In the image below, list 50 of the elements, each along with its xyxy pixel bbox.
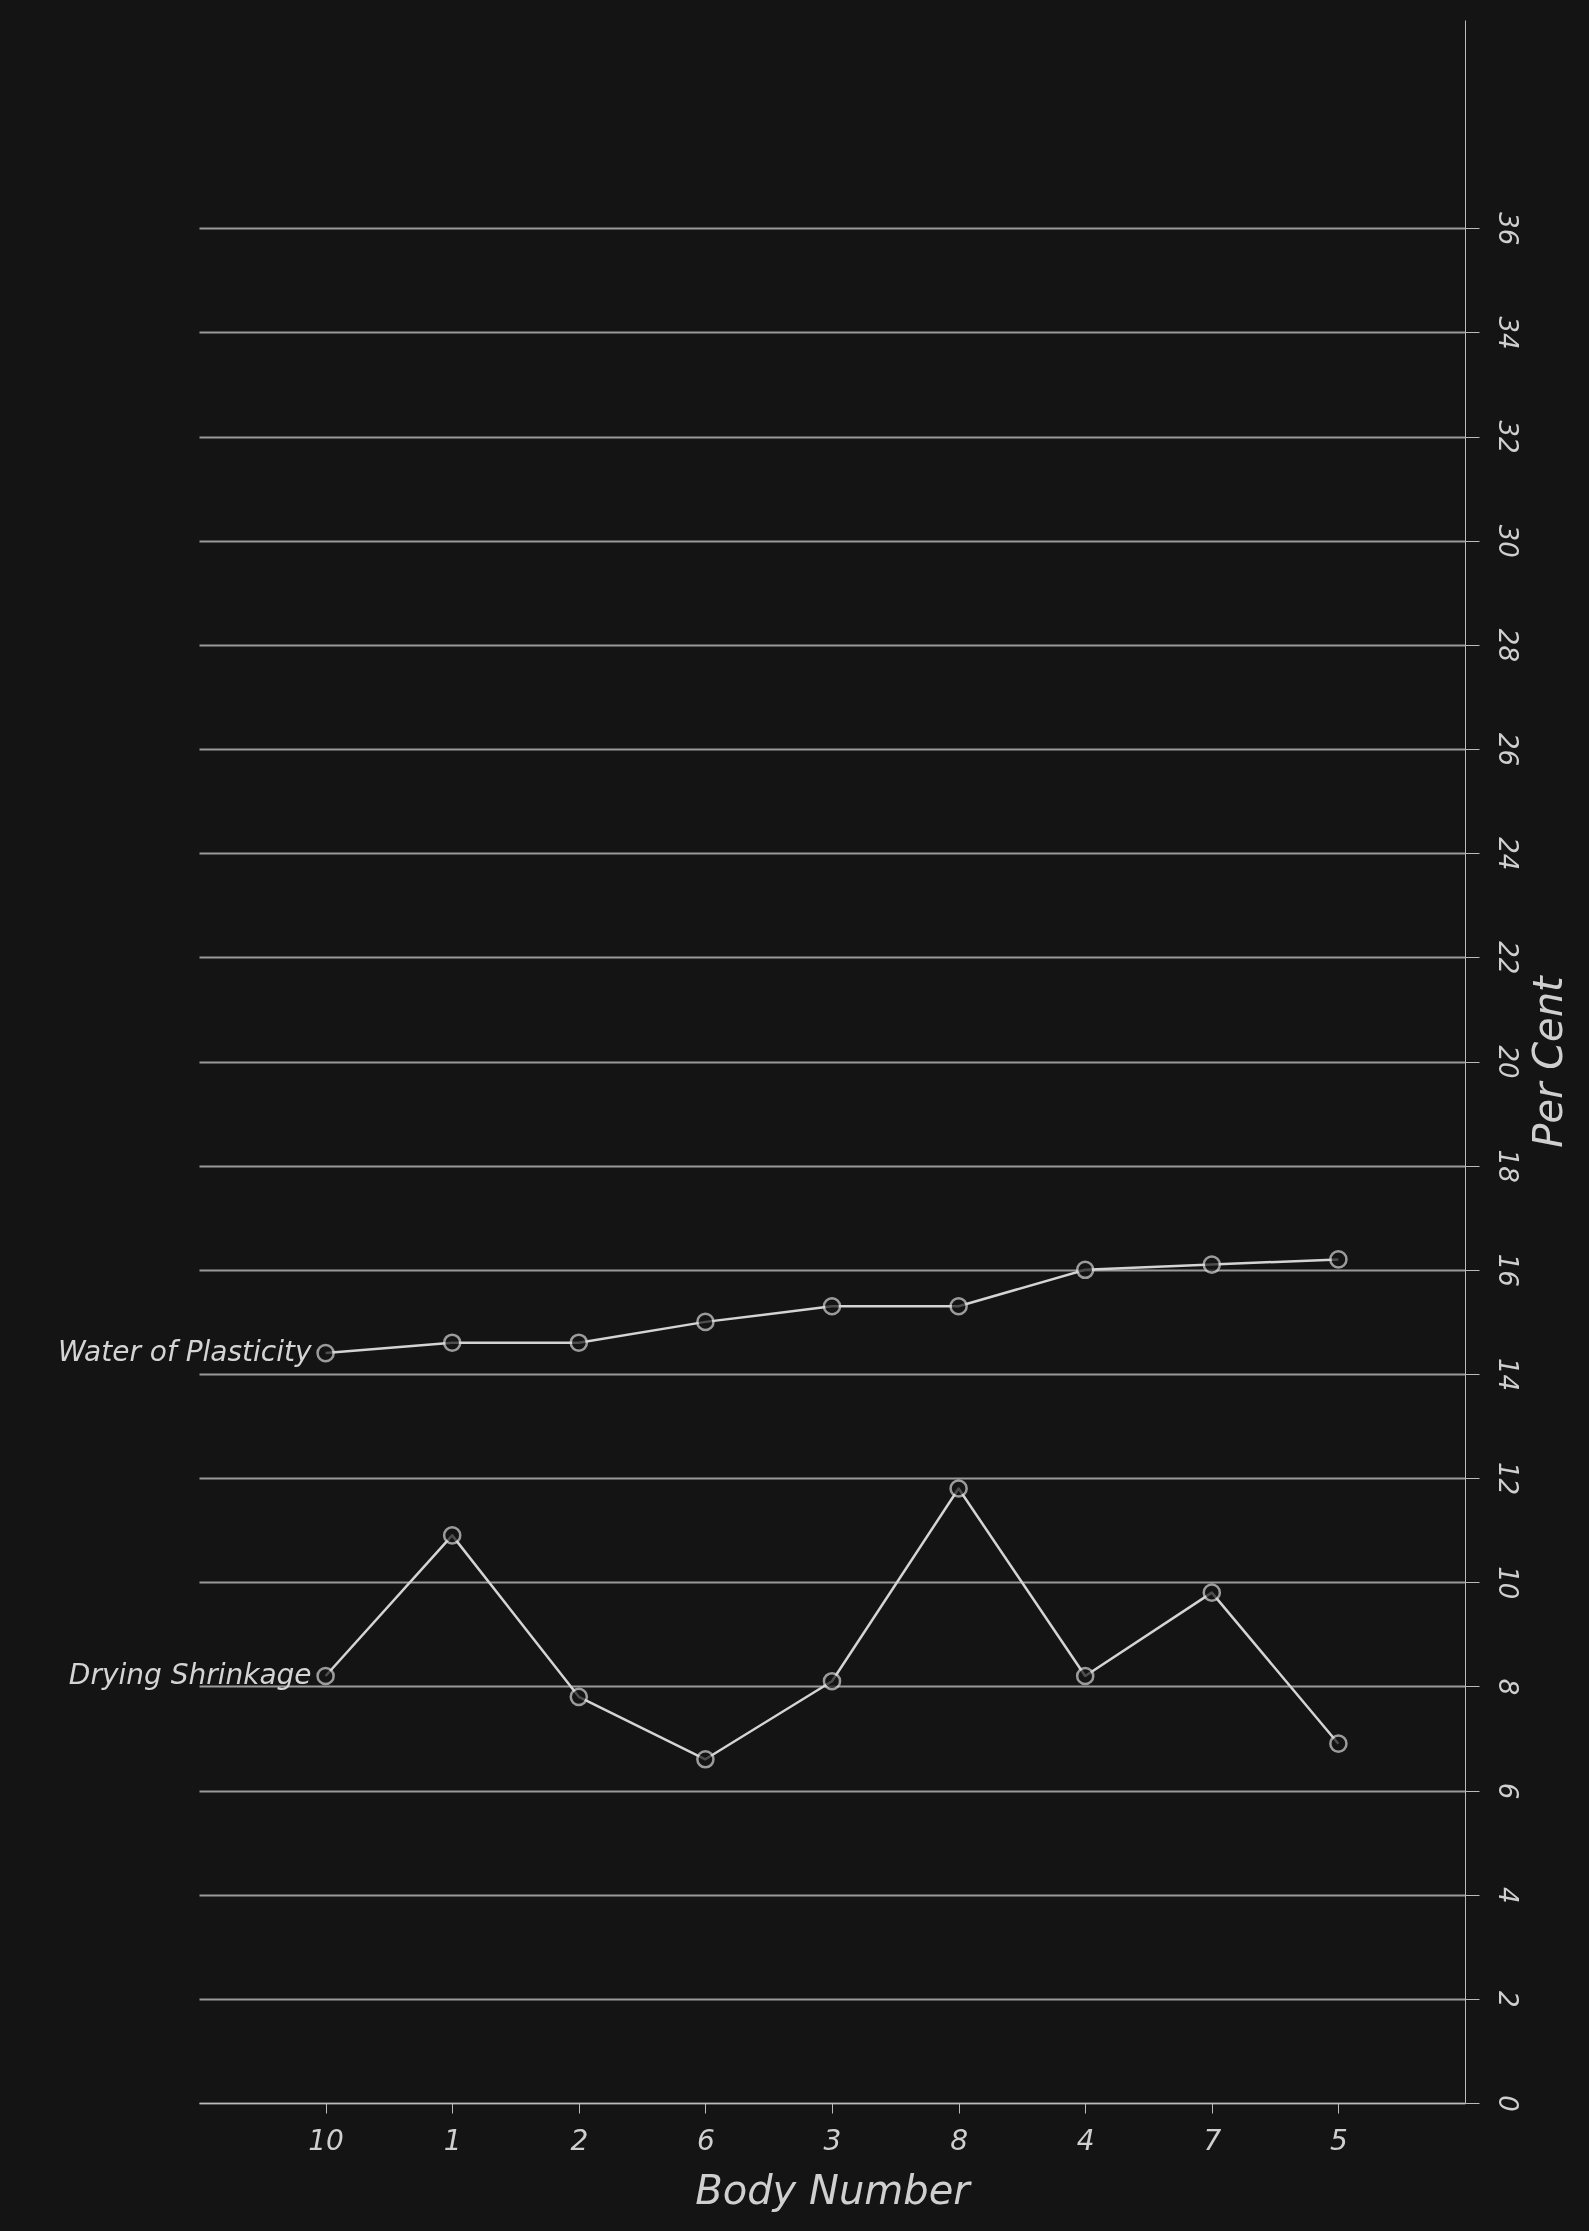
x-tick-label: 1 [443, 2123, 462, 2157]
y-tick-label: 14 [1492, 1357, 1523, 1391]
x-tick-label: 6 [696, 2123, 715, 2157]
series-label: Water of Plasticity [57, 1335, 313, 1369]
point [696, 1750, 715, 1769]
y-tick-label: 32 [1492, 420, 1523, 454]
y-tick-label: 34 [1492, 316, 1523, 350]
point [696, 1312, 715, 1332]
point [1202, 1255, 1222, 1274]
y-axis-title: Per Cent [1524, 974, 1571, 1148]
x-tick-label: 4 [1076, 2123, 1095, 2157]
y-tick-label: 30 [1492, 524, 1523, 558]
y-tick-label: 22 [1492, 941, 1523, 975]
point [949, 1479, 968, 1498]
point [1329, 1250, 1348, 1269]
y-tick-label: 6 [1492, 1782, 1523, 1800]
x-tick-label: 10 [308, 2123, 344, 2157]
point [822, 1671, 842, 1691]
point [1075, 1260, 1095, 1280]
y-tick-label: 36 [1492, 212, 1523, 246]
y-tick-label: 18 [1492, 1149, 1523, 1183]
point [949, 1296, 968, 1316]
point [1202, 1583, 1222, 1602]
x-axis-title: Body Number [695, 2166, 973, 2213]
point [1329, 1734, 1348, 1753]
y-tick-label: 4 [1492, 1886, 1523, 1904]
point [1075, 1666, 1095, 1686]
point [442, 1333, 462, 1352]
y-tick-label: 10 [1492, 1566, 1523, 1600]
y-tick-label: 24 [1492, 837, 1523, 871]
x-tick-label: 2 [570, 2123, 589, 2157]
y-tick-label: 12 [1492, 1462, 1523, 1496]
y-tick-label: 2 [1492, 1991, 1523, 2008]
x-tick-label: 5 [1329, 2123, 1348, 2157]
x-tick-label: 3 [823, 2123, 842, 2157]
point [822, 1296, 842, 1316]
point [316, 1666, 335, 1686]
x-tick-label: 8 [950, 2123, 969, 2157]
y-tick-label: 16 [1492, 1253, 1523, 1287]
series-label: Drying Shrinkage [68, 1657, 312, 1691]
y-tick-label: 0 [1492, 2095, 1523, 2112]
point [316, 1343, 335, 1363]
y-tick-label: 28 [1492, 628, 1523, 662]
point [569, 1687, 589, 1707]
y-tick-label: 8 [1492, 1678, 1523, 1696]
x-tick-label: 7 [1203, 2123, 1222, 2157]
y-tick-label: 26 [1492, 733, 1523, 767]
y-tick-label: 20 [1492, 1045, 1523, 1079]
point [442, 1526, 462, 1545]
point [569, 1333, 589, 1352]
